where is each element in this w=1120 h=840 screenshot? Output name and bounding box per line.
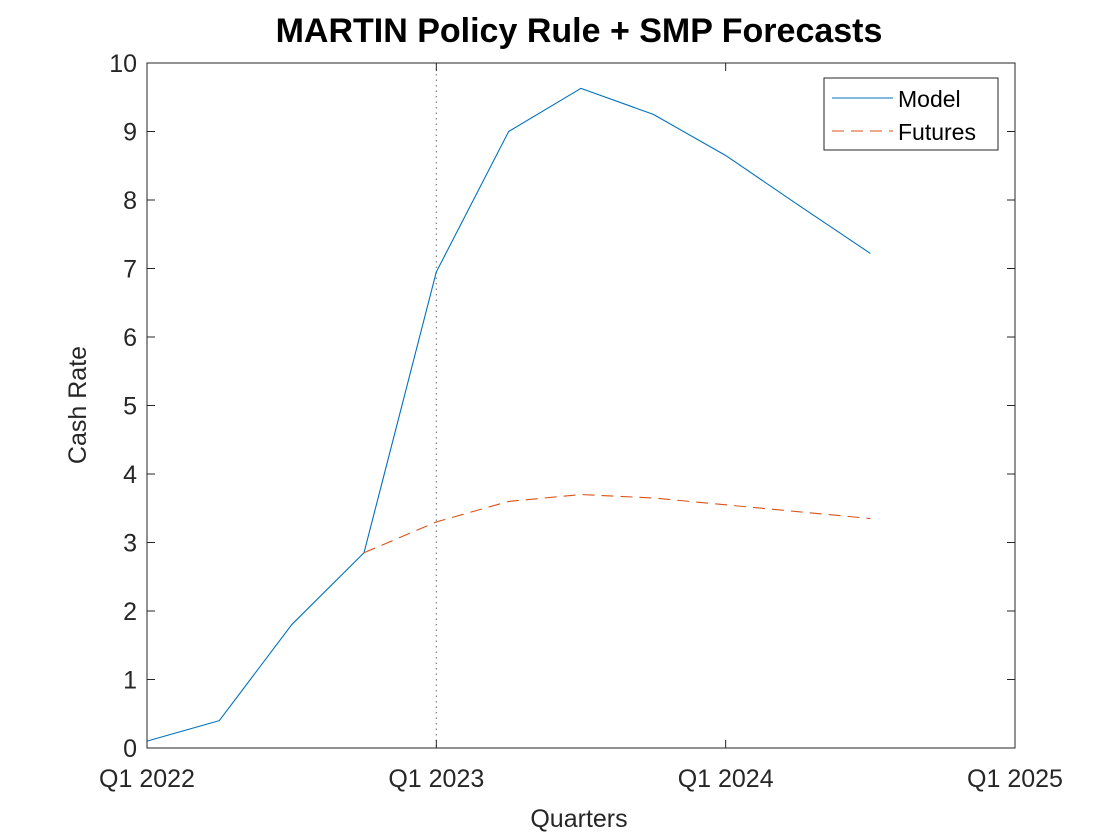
y-tick-label: 0 [123, 735, 137, 763]
y-tick-label: 7 [123, 256, 137, 284]
plot-area [146, 62, 1016, 749]
y-tick-label: 9 [123, 119, 137, 147]
x-tick-label: Q1 2023 [388, 765, 484, 793]
legend-label-model: Model [898, 86, 961, 112]
x-tick-label: Q1 2022 [99, 765, 195, 793]
legend: Model Futures [823, 77, 999, 151]
x-tick-label: Q1 2025 [967, 765, 1063, 793]
x-tick-label: Q1 2024 [678, 765, 774, 793]
y-tick-label: 2 [123, 598, 137, 626]
y-tick-label: 8 [123, 187, 137, 215]
legend-box [823, 77, 999, 151]
chart-title: MARTIN Policy Rule + SMP Forecasts [276, 12, 883, 50]
plot-frame [146, 62, 1016, 749]
y-tick-label: 6 [123, 324, 137, 352]
legend-label-futures: Futures [898, 119, 976, 145]
y-tick-label: 10 [109, 50, 137, 78]
y-tick-label: 3 [123, 530, 137, 558]
y-tick-label: 4 [123, 461, 137, 489]
y-tick-label: 5 [123, 393, 137, 421]
x-axis-label: Quarters [530, 805, 627, 833]
tick-layer: 0 1 2 3 4 5 6 7 8 9 10 Q1 2022 Q1 2023 Q1 2024 Q1 2025 [99, 50, 1063, 793]
y-axis-label: Cash Rate [64, 346, 92, 464]
y-tick-label: 1 [123, 667, 137, 695]
